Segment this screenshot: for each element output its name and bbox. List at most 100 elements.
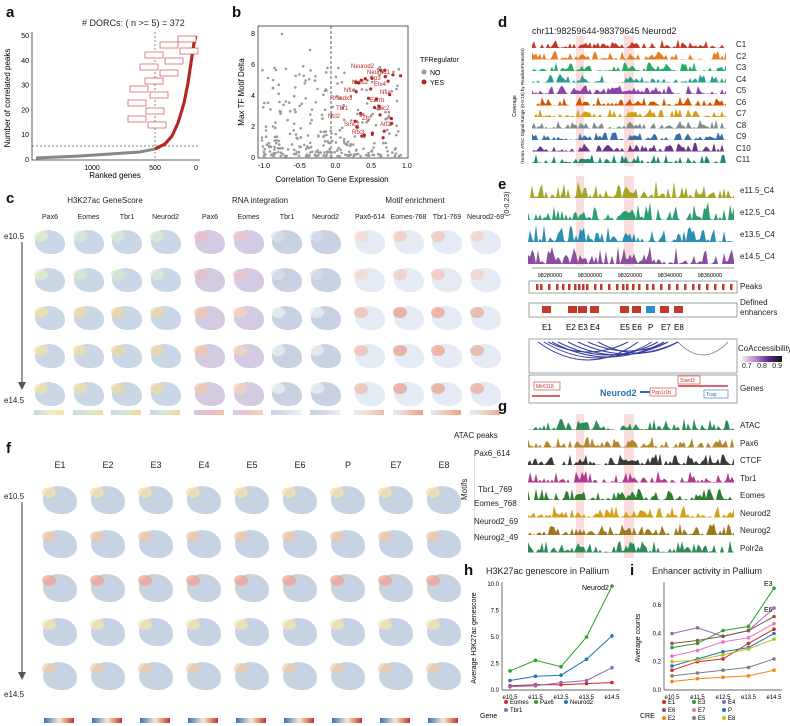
c-col-0: Pax6: [42, 214, 58, 221]
b-point-no: [275, 135, 279, 138]
b-point-no: [263, 101, 266, 105]
b-point-no: [397, 154, 401, 158]
b-point-no: [339, 148, 342, 152]
signal-track: [532, 62, 726, 71]
enhancer-signal: [378, 619, 392, 630]
c-cell: [148, 304, 186, 332]
panel-e-coacc-label: CoAccessibility: [738, 344, 790, 353]
legend-label-E7: E7: [698, 708, 706, 714]
b-point-no: [334, 141, 338, 144]
f-cell: [232, 660, 274, 692]
signal-track: [528, 436, 734, 448]
panel-e-genes: Mir6118 Neurod2 Ppp1r1b Stard3 Tcap: [528, 374, 738, 404]
chart-xtick: e14.5: [604, 695, 620, 701]
b-point-no: [378, 154, 381, 157]
panel-a-ylabel: Number of correlated peaks: [3, 49, 12, 148]
g-left-atac-peaks: ATAC peaks: [454, 431, 498, 440]
peak-mark: [600, 284, 603, 290]
b-point-no: [271, 86, 275, 90]
b-point-no: [309, 113, 312, 116]
b-point-no: [302, 74, 306, 78]
b-point-no: [324, 71, 328, 74]
panel-b-letter: b: [232, 4, 242, 21]
b-point-no: [301, 65, 305, 68]
c-cell: [192, 228, 230, 256]
d-cluster-label: C6: [736, 97, 747, 107]
b-point-no: [378, 65, 382, 69]
b-point-no: [267, 145, 271, 149]
panel-f-letter: f: [6, 440, 11, 457]
series-point-Neurod2: [584, 657, 589, 662]
f-cell: [376, 572, 418, 604]
b-point-no: [294, 74, 297, 78]
b-point-no: [299, 145, 302, 149]
f-cell: [280, 616, 322, 648]
chart-ytick: 0.6: [653, 603, 662, 609]
legend-label-Neurod2: Neurod2: [570, 700, 594, 706]
c-cell: [148, 380, 186, 408]
peak-mark: [574, 284, 577, 290]
gene-stard3: Stard3: [680, 378, 695, 384]
panel-i-legend-title: CRE: [640, 713, 655, 720]
legend-label-E3: E3: [698, 700, 706, 706]
b-point-no: [367, 151, 370, 155]
enhancer-mark: [578, 306, 587, 313]
b-point-no: [309, 122, 312, 125]
c-cell: [109, 304, 147, 332]
b-point-no: [293, 108, 296, 111]
enhancer-signal: [330, 531, 344, 542]
tissue-highlight: [232, 383, 247, 394]
series-point-E2: [670, 679, 674, 684]
f-colorbar: [284, 718, 314, 723]
b-point-no: [266, 76, 270, 80]
chart-ytick: 0.2: [653, 660, 662, 666]
c-cell: [429, 266, 467, 294]
b-point-no: [359, 154, 362, 158]
panel-c-stage-bottom: e14.5: [4, 396, 25, 405]
c-cell: [71, 266, 109, 294]
g-track-label: CTCF: [740, 456, 762, 465]
peak-mark: [668, 284, 671, 290]
series-point-Tbr1: [584, 678, 589, 683]
b-point-no: [309, 145, 313, 149]
panel-i-title: Enhancer activity in Pallium: [652, 566, 763, 576]
chart-ytick: 7.5: [491, 609, 500, 615]
b-point-yes: [370, 76, 374, 80]
legend-label-E2: E2: [668, 716, 676, 722]
f-col-2: E3: [150, 460, 162, 470]
b-point-no: [319, 151, 322, 154]
series-point-E3: [772, 586, 776, 590]
c-cell: [71, 304, 109, 332]
c-colorbar: [354, 410, 384, 415]
signal-track: [528, 180, 734, 198]
tissue-highlight: [149, 231, 164, 242]
c-cell: [391, 266, 429, 294]
panel-c-letter: c: [6, 190, 15, 207]
b-point-no: [385, 128, 389, 132]
series-point-Pax6: [610, 584, 614, 588]
b-point-no: [343, 71, 346, 75]
panel-f-stage-bottom: e14.5: [4, 690, 25, 699]
svg-text:Sp3: Sp3: [370, 76, 381, 82]
b-point-no: [355, 148, 358, 152]
series-point-E8: [721, 652, 725, 657]
b-point-no: [349, 153, 352, 156]
f-cell: [424, 660, 466, 692]
f-cell: [184, 616, 226, 648]
c-col-7: Neurod2: [312, 214, 339, 221]
chart-ytick: 0.0: [653, 688, 662, 694]
gene-neurod2: Neurod2: [600, 388, 637, 398]
b-point-no: [340, 151, 343, 155]
b-point-no: [284, 67, 288, 71]
svg-text:Meis2: Meis2: [352, 80, 369, 86]
b-point-no: [274, 68, 278, 72]
f-cell: [184, 572, 226, 604]
tissue-highlight: [431, 269, 445, 280]
b-point-no: [273, 135, 277, 139]
svg-text:Zic2: Zic2: [378, 106, 390, 112]
b-point-yes: [389, 116, 393, 121]
b-point-no: [304, 79, 307, 82]
b-point-yes: [360, 134, 364, 138]
e-xtick: 98340000: [658, 273, 682, 279]
b-point-no: [260, 136, 264, 139]
